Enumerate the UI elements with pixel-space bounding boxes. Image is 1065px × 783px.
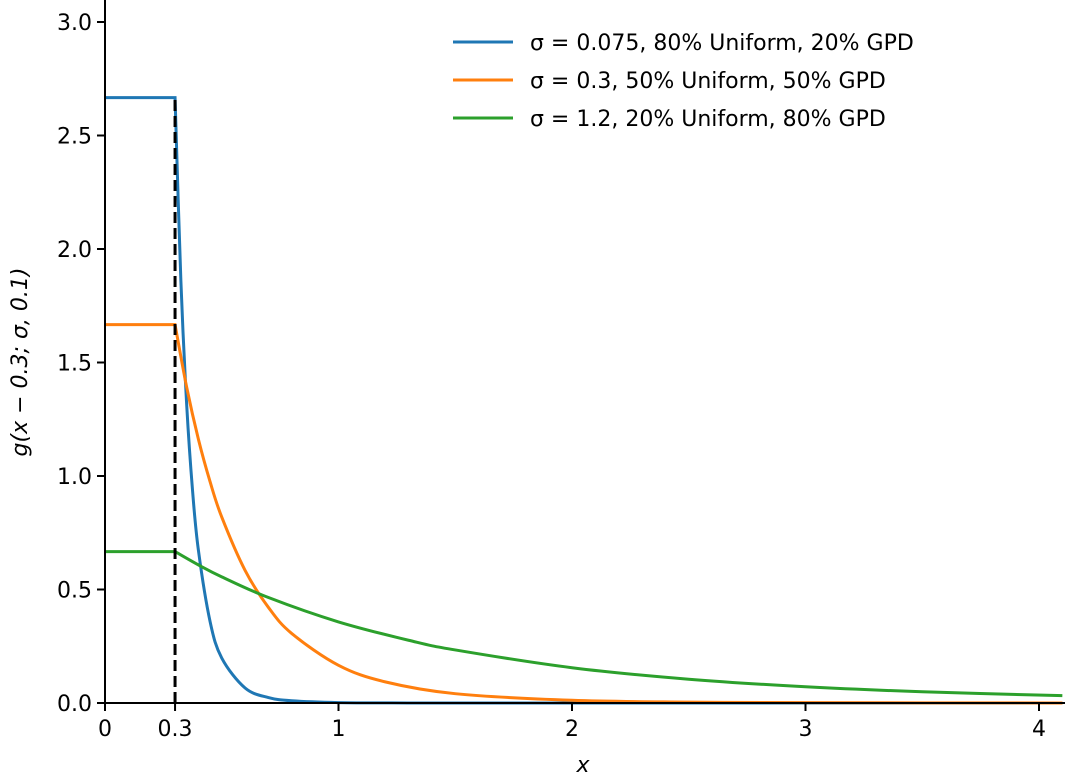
- x-axis-label: x: [575, 753, 590, 778]
- x-tick-label: 4: [1032, 717, 1046, 742]
- legend-label: σ = 0.075, 80% Uniform, 20% GPD: [530, 31, 914, 56]
- x-tick-label: 1: [332, 717, 346, 742]
- y-tick-label: 2.5: [57, 125, 92, 150]
- legend-label: σ = 0.3, 50% Uniform, 50% GPD: [530, 69, 886, 94]
- x-tick-label: 3: [799, 717, 813, 742]
- legend-label: σ = 1.2, 20% Uniform, 80% GPD: [530, 107, 886, 132]
- y-tick-label: 0.0: [57, 692, 92, 717]
- series-layer: [105, 96, 1063, 705]
- legend: σ = 0.075, 80% Uniform, 20% GPD σ = 0.3, …: [453, 31, 914, 132]
- x-tick-label: 0: [98, 717, 112, 742]
- y-tick-label: 1.5: [57, 352, 92, 377]
- series-line-3: [105, 550, 1063, 698]
- y-tick-label: 1.0: [57, 465, 92, 490]
- y-axis-label: g(x − 0.3; σ, 0.1): [8, 268, 33, 457]
- y-tick-label: 3.0: [57, 11, 92, 36]
- y-tick-label: 2.0: [57, 238, 92, 263]
- x-tick-label: 2: [565, 717, 579, 742]
- series-line-1: [105, 96, 1063, 705]
- y-tick-label: 0.5: [57, 579, 92, 604]
- y-ticks: 0.0 0.5 1.0 1.5 2.0 2.5 3.0: [57, 11, 105, 717]
- x-ticks: 0 0.3 1 2 3 4: [98, 703, 1046, 742]
- x-tick-label: 0.3: [158, 717, 193, 742]
- series-line-2: [105, 323, 1063, 705]
